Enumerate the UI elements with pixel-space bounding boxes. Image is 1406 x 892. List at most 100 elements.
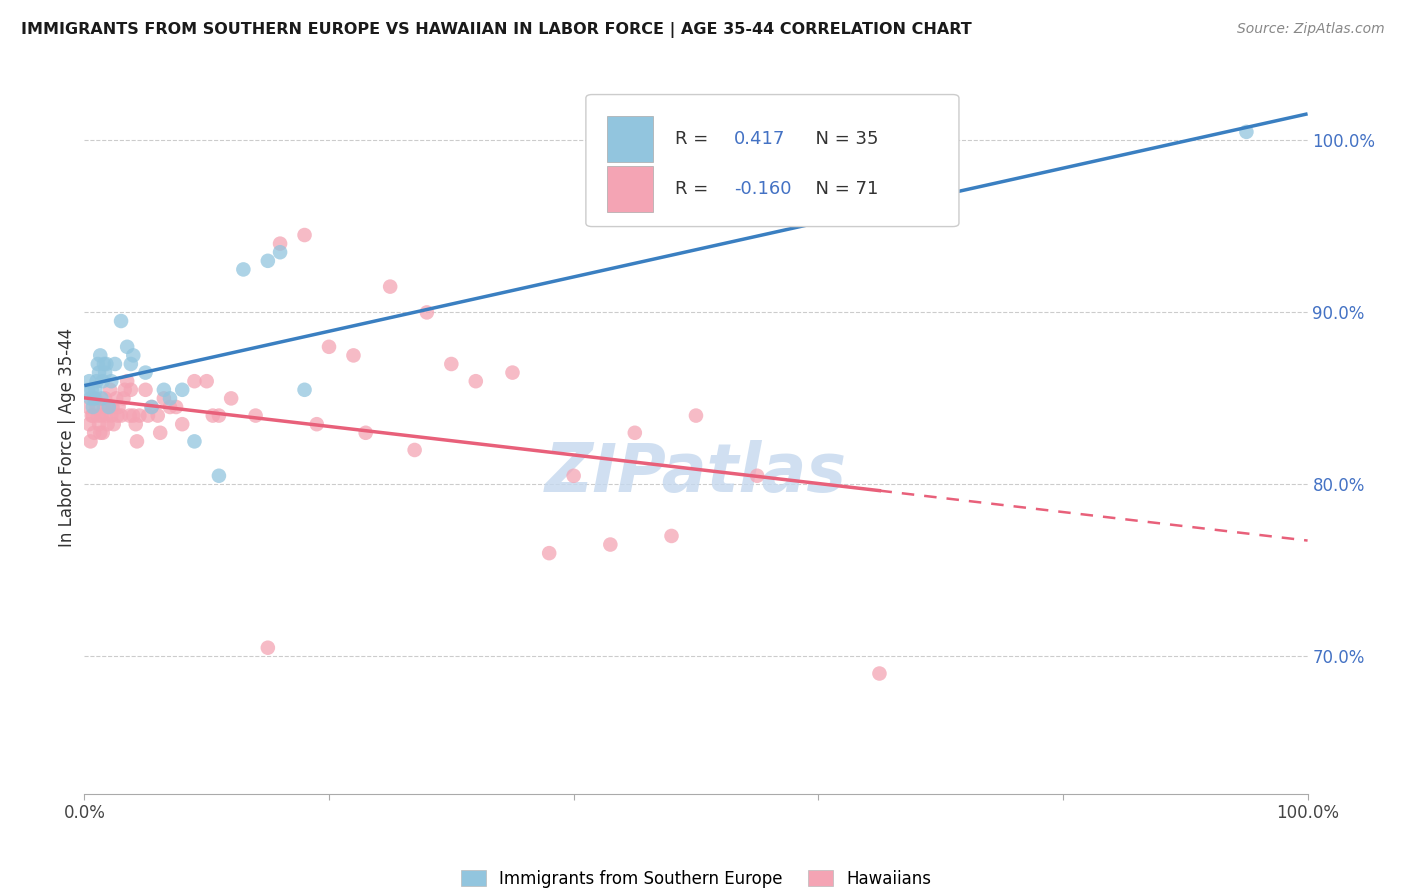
Point — [90, 392, 112, 406]
Point — [94, 392, 117, 406]
Point — [183, 434, 205, 449]
Text: R =: R = — [675, 180, 714, 198]
Point — [100, 409, 122, 423]
Point — [354, 425, 377, 440]
Point — [562, 468, 585, 483]
Point — [342, 348, 364, 362]
Text: ZIPatlas: ZIPatlas — [546, 440, 846, 506]
Point — [87, 366, 110, 380]
Point — [201, 409, 224, 423]
Point — [86, 374, 108, 388]
Point — [125, 434, 148, 449]
Text: 0.417: 0.417 — [734, 130, 786, 148]
Point — [107, 400, 129, 414]
Point — [120, 357, 142, 371]
Point — [118, 409, 141, 423]
Point — [125, 417, 148, 432]
Point — [80, 409, 103, 423]
Point — [115, 340, 138, 354]
Point — [149, 425, 172, 440]
Point — [257, 640, 280, 655]
Point — [183, 374, 205, 388]
Point — [172, 417, 194, 432]
Text: IMMIGRANTS FROM SOUTHERN EUROPE VS HAWAIIAN IN LABOR FORCE | AGE 35-44 CORRELATI: IMMIGRANTS FROM SOUTHERN EUROPE VS HAWAI… — [21, 22, 972, 38]
Point — [502, 366, 524, 380]
Point — [93, 357, 115, 371]
Point — [115, 374, 138, 388]
Point — [89, 425, 111, 440]
Point — [747, 468, 769, 483]
Point — [97, 400, 120, 414]
Point — [165, 400, 187, 414]
Point — [105, 392, 128, 406]
Point — [269, 236, 291, 251]
Point — [114, 383, 136, 397]
FancyBboxPatch shape — [606, 116, 654, 162]
Point — [84, 383, 107, 397]
Point — [294, 383, 316, 397]
Point — [122, 409, 145, 423]
Point — [269, 245, 291, 260]
Point — [79, 392, 101, 406]
Point — [146, 409, 169, 423]
Point — [232, 262, 254, 277]
Point — [91, 374, 114, 388]
Point — [77, 400, 100, 414]
Point — [100, 374, 122, 388]
Point — [141, 400, 163, 414]
Point — [159, 400, 181, 414]
Point — [318, 340, 340, 354]
Point — [86, 400, 108, 414]
Y-axis label: In Labor Force | Age 35-44: In Labor Force | Age 35-44 — [58, 327, 76, 547]
Point — [122, 348, 145, 362]
FancyBboxPatch shape — [606, 166, 654, 212]
Point — [136, 409, 159, 423]
Point — [294, 227, 316, 242]
Point — [153, 383, 176, 397]
Point — [153, 392, 176, 406]
Point — [96, 409, 118, 423]
Point — [219, 392, 242, 406]
Point — [103, 417, 125, 432]
Point — [1236, 125, 1258, 139]
Point — [79, 434, 101, 449]
Point — [380, 279, 402, 293]
Point — [159, 392, 181, 406]
Point — [89, 348, 111, 362]
Point — [80, 383, 103, 397]
Point — [112, 392, 135, 406]
Point — [245, 409, 267, 423]
Point — [84, 392, 107, 406]
Point — [93, 400, 115, 414]
Point — [141, 400, 163, 414]
Point — [404, 442, 426, 457]
Point — [128, 409, 150, 423]
Point — [685, 409, 707, 423]
Point — [91, 425, 114, 440]
Point — [869, 666, 891, 681]
Point — [87, 409, 110, 423]
Point — [82, 409, 104, 423]
Point — [98, 383, 121, 397]
Point — [440, 357, 463, 371]
Point — [101, 400, 124, 414]
Point — [599, 537, 621, 551]
Point — [83, 392, 105, 406]
Point — [172, 383, 194, 397]
Legend: Immigrants from Southern Europe, Hawaiians: Immigrants from Southern Europe, Hawaiia… — [454, 863, 938, 892]
Point — [120, 383, 142, 397]
Point — [416, 305, 439, 319]
Text: R =: R = — [675, 130, 720, 148]
Point — [624, 425, 647, 440]
Text: N = 71: N = 71 — [804, 180, 877, 198]
Text: Source: ZipAtlas.com: Source: ZipAtlas.com — [1237, 22, 1385, 37]
FancyBboxPatch shape — [586, 95, 959, 227]
Point — [97, 400, 120, 414]
Point — [77, 374, 100, 388]
Point — [135, 383, 157, 397]
Point — [305, 417, 328, 432]
Point — [87, 357, 110, 371]
Point — [110, 314, 132, 328]
Text: -0.160: -0.160 — [734, 180, 792, 198]
Point — [82, 400, 104, 414]
